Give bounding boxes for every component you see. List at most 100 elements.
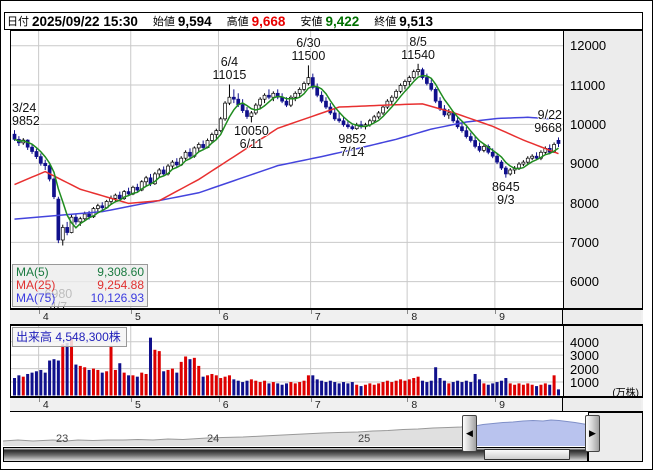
candlestick-plot: MA(5) 9,308.60 MA(25) 9,254.88 MA(75) 10… xyxy=(11,31,563,308)
volume-bar xyxy=(508,383,512,396)
volume-bar xyxy=(429,380,433,396)
candle-body xyxy=(113,194,118,199)
candle-body xyxy=(153,173,157,185)
volume-bar xyxy=(263,380,267,396)
navigator-selected-area[interactable] xyxy=(475,420,587,446)
volume-bar xyxy=(245,380,249,396)
volume-bar xyxy=(13,378,16,396)
volume-bar xyxy=(478,379,482,396)
volume-bar xyxy=(249,379,253,396)
volume-bar xyxy=(219,378,223,396)
candle-body xyxy=(372,116,377,122)
month-label: 5 xyxy=(134,399,141,411)
candle-body xyxy=(87,213,91,218)
candle-body xyxy=(210,134,214,141)
volume-bar xyxy=(328,380,332,396)
volume-bar xyxy=(144,373,148,396)
candle-body xyxy=(214,130,219,135)
ma25-value: 9,254.88 xyxy=(97,278,144,292)
annotation: 9/22 9668 xyxy=(534,108,562,136)
volume-bar xyxy=(109,345,113,396)
volume-tick-label: 3000 xyxy=(570,348,599,364)
volume-bar xyxy=(469,382,473,396)
volume-bar xyxy=(127,375,131,396)
volume-bar xyxy=(188,359,192,396)
volume-bar xyxy=(70,337,74,396)
date-label: 日付 xyxy=(7,16,29,28)
year-label: 24 xyxy=(207,433,220,445)
volume-bar xyxy=(324,382,328,396)
volume-bar xyxy=(390,382,394,396)
low-label: 安値 xyxy=(300,16,323,28)
candle-body xyxy=(477,146,482,151)
candle-body xyxy=(126,191,131,195)
volume-bar xyxy=(48,360,52,396)
volume-bar xyxy=(416,376,420,396)
range-left-handle[interactable]: ◀ xyxy=(462,415,477,452)
candle-body xyxy=(284,100,289,106)
range-navigator[interactable]: 23 24 25 xyxy=(3,412,588,447)
month-tick xyxy=(38,398,40,402)
candle-body xyxy=(267,94,271,98)
ma5-value: 9,308.60 xyxy=(97,265,144,279)
candle-body xyxy=(310,77,315,88)
candle-body xyxy=(60,227,65,241)
candle-body xyxy=(394,90,399,98)
navigator-line xyxy=(3,425,476,442)
candle-body xyxy=(556,139,561,144)
volume-bar xyxy=(355,384,359,396)
close-label: 終値 xyxy=(374,16,397,28)
month-label: 6 xyxy=(222,311,229,323)
volume-bar xyxy=(337,383,341,396)
volume-bar xyxy=(206,375,210,396)
annotation: 9852 7/14 xyxy=(338,132,367,160)
candle-body xyxy=(183,151,188,159)
volume-bar xyxy=(258,382,262,396)
volume-plot: 出来高 4,548,300株 xyxy=(11,326,563,396)
volume-bar xyxy=(236,380,240,396)
ma75-line xyxy=(14,116,559,220)
volume-bar xyxy=(385,380,389,396)
candle-body xyxy=(43,162,48,167)
scrollbar-thumb[interactable] xyxy=(484,449,570,460)
candle-body xyxy=(170,161,175,167)
volume-bar xyxy=(179,361,183,396)
month-label: 4 xyxy=(42,399,49,411)
volume-bar xyxy=(166,369,170,396)
volume-bar xyxy=(434,367,438,396)
volume-bar xyxy=(153,349,157,396)
volume-bar xyxy=(17,375,21,396)
volume-bar xyxy=(170,368,174,396)
volume-bar xyxy=(412,378,416,396)
volume-value: 4,548,300株 xyxy=(55,330,121,344)
volume-bar xyxy=(350,382,354,396)
volume-bar xyxy=(241,382,245,396)
candle-body xyxy=(245,110,249,117)
candle-body xyxy=(385,100,390,108)
month-axis-top: 4 5 6 7 8 9 xyxy=(10,309,643,325)
volume-bar xyxy=(162,371,166,396)
volume-bar xyxy=(482,383,486,396)
range-right-handle[interactable]: ▶ xyxy=(585,415,600,452)
annotation: 8645 9/3 xyxy=(491,179,520,207)
ma-legend: MA(5) 9,308.60 MA(25) 9,254.88 MA(75) 10… xyxy=(12,264,148,307)
volume-bar xyxy=(504,378,508,396)
low-value: 9,422 xyxy=(325,13,360,29)
candle-body xyxy=(96,205,100,209)
volume-bar xyxy=(122,372,126,396)
candle-body xyxy=(332,112,337,120)
h-scrollbar[interactable] xyxy=(3,447,588,462)
volume-bar xyxy=(197,365,201,396)
candle-body xyxy=(188,151,192,157)
volume-canvas xyxy=(11,326,563,396)
month-label: 6 xyxy=(222,399,229,411)
candle-body xyxy=(56,198,61,241)
candle-body xyxy=(429,83,434,90)
candle-body xyxy=(425,77,429,84)
candle-body xyxy=(122,191,127,200)
candle-body xyxy=(258,98,263,106)
volume-bar xyxy=(157,351,161,396)
candle-body xyxy=(517,163,521,169)
volume-bar xyxy=(26,373,30,396)
volume-bar xyxy=(271,382,275,396)
